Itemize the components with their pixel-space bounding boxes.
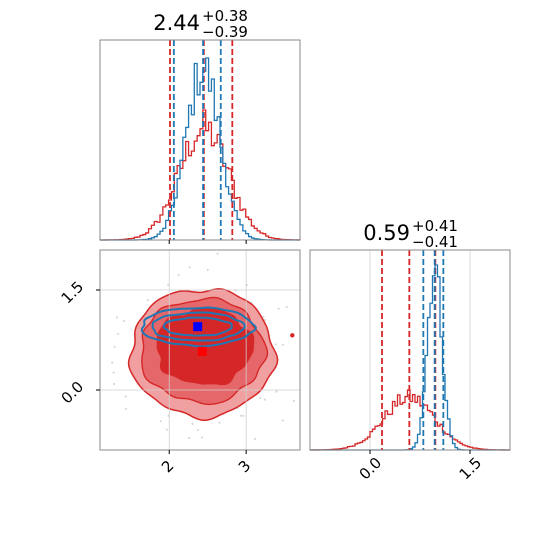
scatter-point (177, 274, 180, 277)
scatter-point (165, 428, 168, 431)
tick-label-x-p1: 3 (235, 457, 254, 476)
scatter-point (216, 252, 219, 255)
title-param1-plus: +0.38 (202, 7, 248, 25)
panel-frame-joint (99, 249, 301, 451)
scatter-point (159, 420, 162, 423)
scatter-point (113, 345, 116, 348)
hist-p1-red (99, 109, 301, 241)
scatter-point (206, 268, 209, 272)
tick-label-y-joint: 0.0 (58, 378, 88, 408)
scatter-point (277, 307, 280, 310)
contour-red-outlier (290, 333, 295, 338)
contour-blue-inner (162, 316, 233, 337)
scatter-point (200, 436, 203, 439)
scatter-point (258, 396, 262, 400)
hist-p1-blue (100, 57, 300, 241)
scatter-point (263, 398, 267, 401)
scatter-point (146, 299, 149, 302)
contour-blue-mid (151, 311, 246, 342)
scatter-point (275, 390, 278, 393)
scatter-point (122, 320, 125, 323)
scatter-point (188, 266, 191, 269)
title-param1: 2.44 +0.38−0.39 (153, 7, 248, 41)
scatter-point (253, 437, 257, 440)
scatter-point (111, 361, 114, 364)
scatter-point (124, 395, 127, 398)
tick-label-x-p2: 1.5 (456, 454, 486, 484)
marker-blue (193, 322, 203, 332)
scatter-point (116, 332, 120, 336)
scatter-point (115, 316, 119, 319)
tick-label-x-p2: 0.0 (356, 454, 386, 484)
title-param1-value: 2.44 (153, 11, 200, 35)
title-param2-value: 0.59 (363, 221, 410, 245)
scatter-point (112, 382, 116, 386)
scatter-point (281, 419, 284, 422)
scatter-point (188, 436, 191, 440)
scatter-point (292, 399, 296, 403)
scatter-point (218, 421, 221, 424)
contour-blue-outer (140, 306, 257, 348)
title-param2-plus: +0.41 (412, 217, 458, 235)
scatter-point (262, 315, 265, 318)
tick-label-y-joint: 1.5 (58, 278, 88, 308)
title-param1-minus: −0.39 (202, 23, 248, 41)
scatter-point (191, 422, 194, 426)
scatter-point (274, 343, 277, 346)
title-param2: 0.59 +0.41−0.41 (363, 217, 458, 251)
scatter-point (124, 407, 128, 410)
title-param2-minus: −0.41 (412, 233, 458, 251)
panel-frame-p1 (99, 39, 301, 241)
tick-label-x-p1: 2 (158, 457, 177, 476)
panel-frame-p2 (309, 249, 511, 451)
scatter-point (242, 414, 245, 418)
scatter-point (167, 283, 170, 286)
scatter-point (112, 371, 115, 374)
scatter-point (196, 428, 199, 432)
marker-red (197, 346, 207, 356)
scatter-point (285, 306, 288, 309)
scatter-point (239, 414, 243, 417)
scatter-point (281, 343, 285, 346)
